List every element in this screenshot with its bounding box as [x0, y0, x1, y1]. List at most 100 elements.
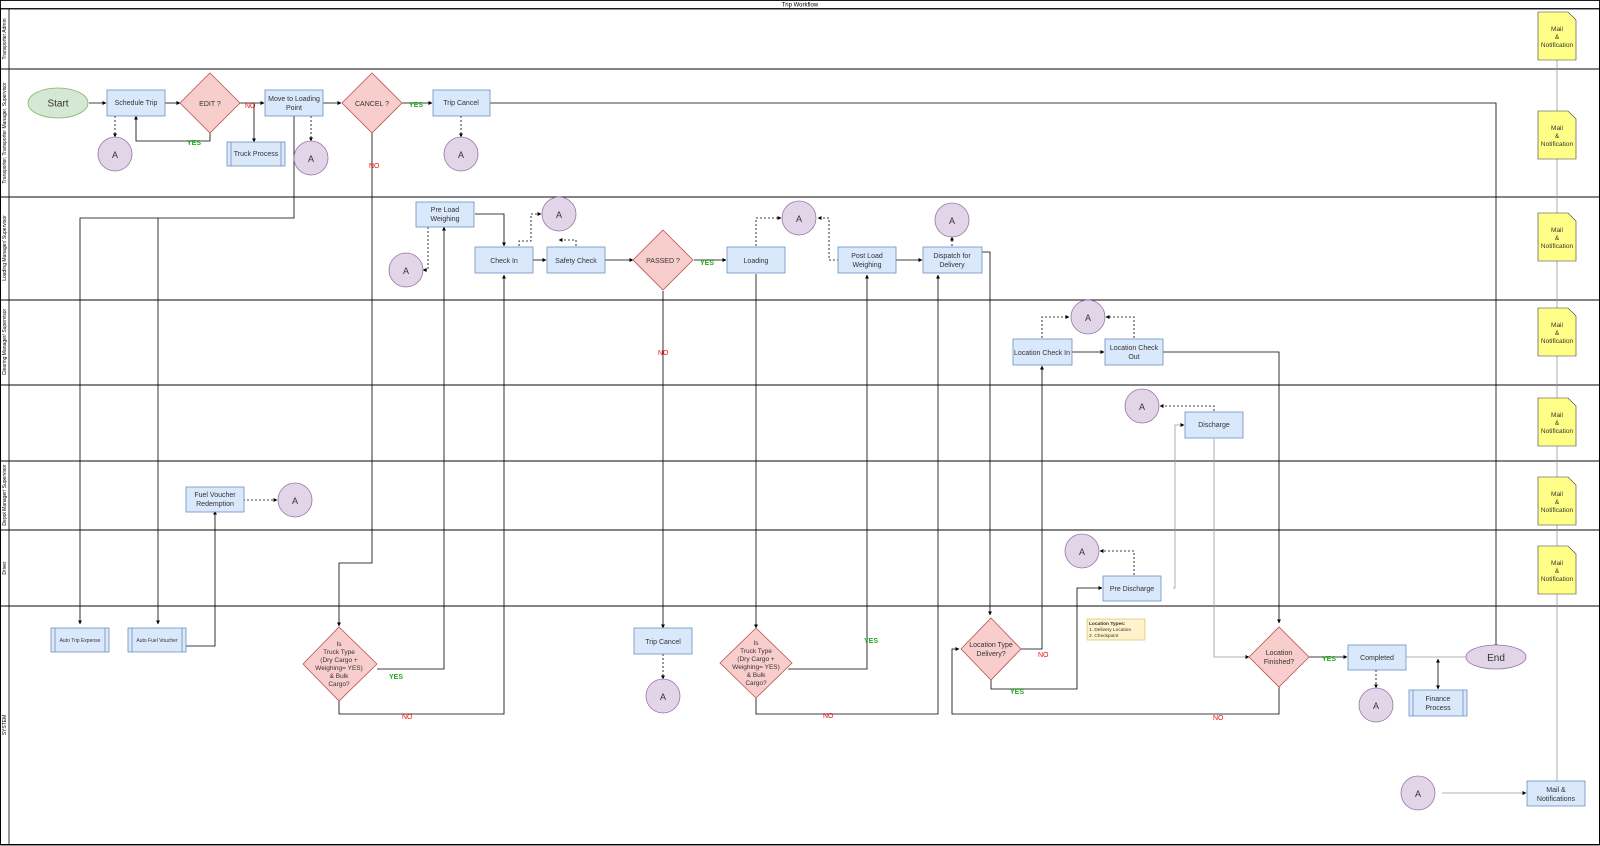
end-label: End: [1487, 653, 1505, 664]
connector-a[interactable]: A: [97, 136, 133, 172]
safety-check-label: Safety Check: [555, 258, 597, 265]
discharge-node[interactable]: Discharge: [1184, 411, 1244, 439]
connector-label: A: [292, 496, 298, 506]
edge-label-no: NO: [369, 163, 380, 170]
trip-cancel-label: Trip Cancel: [443, 100, 479, 107]
mail-note-l2: &: [1555, 568, 1560, 575]
pre-load-line1: Pre Load: [431, 207, 460, 214]
mail-notification-note[interactable]: Mail & Notification: [1537, 11, 1577, 61]
edge-label-no: NO: [1213, 715, 1224, 722]
connector-label: A: [308, 154, 314, 164]
connector-a[interactable]: A: [1124, 388, 1160, 424]
mail-note-l3: Notification: [1541, 243, 1574, 250]
connector-a[interactable]: A: [934, 202, 970, 238]
connector-a[interactable]: A: [388, 252, 424, 288]
loading-node[interactable]: Loading: [726, 246, 786, 274]
mail-note-l2: &: [1555, 499, 1560, 506]
lane-label: Transporter, Transporter Manager, Superv…: [2, 82, 8, 184]
pre-load-line2: Weighing: [430, 216, 459, 223]
move-to-loading-point-node[interactable]: Move to Loading Point: [264, 89, 324, 117]
end-node[interactable]: End: [1465, 644, 1527, 670]
mail-note-l2: &: [1555, 235, 1560, 242]
mail-notifications-line1: Mail &: [1546, 787, 1566, 794]
location-check-out-line1: Location Check: [1110, 345, 1159, 352]
location-check-out-node[interactable]: Location Check Out: [1104, 338, 1164, 366]
edge-label-yes: YES: [409, 102, 423, 109]
fuel-voucher-redemption-node[interactable]: Fuel Voucher Redemption: [185, 486, 245, 513]
mail-notification-note[interactable]: Mail & Notification: [1537, 476, 1577, 526]
connector-a[interactable]: A: [1358, 687, 1394, 723]
edge-label-no: NO: [658, 350, 669, 357]
lane-label: Depot Manager/ Supervisor: [2, 464, 8, 525]
truck-type-decision-1[interactable]: Is Truck Type (Dry Cargo + Weighing= YES…: [302, 626, 378, 702]
truck-type-1-line5: & Bulk: [330, 673, 350, 680]
passed-decision[interactable]: PASSED ?: [632, 229, 694, 291]
post-load-weighing-node[interactable]: Post Load Weighing: [837, 246, 897, 274]
trip-cancel-system-node[interactable]: Trip Cancel: [633, 627, 693, 655]
mail-note-l3: Notification: [1541, 507, 1574, 514]
location-check-in-node[interactable]: Location Check In: [1012, 338, 1073, 366]
mail-notifications-node[interactable]: Mail & Notifications: [1526, 780, 1586, 807]
connector-a[interactable]: A: [781, 200, 817, 236]
completed-label: Completed: [1360, 655, 1394, 662]
trip-cancel-node[interactable]: Trip Cancel: [432, 89, 491, 117]
lane-transporter: [0, 68, 1600, 198]
truck-type-1-line3: (Dry Cargo +: [320, 657, 358, 664]
location-check-in-label: Location Check In: [1014, 350, 1070, 357]
connector-label: A: [112, 150, 118, 160]
edge-label-yes: YES: [389, 674, 403, 681]
connector-a[interactable]: A: [1400, 775, 1436, 811]
auto-trip-expense-node[interactable]: Auto Trip Expense: [50, 627, 110, 653]
edge-labels: YES NO YES NO YES NO YES NO YES NO NO YE…: [187, 102, 1336, 722]
lane-system: [0, 605, 1600, 846]
connector-label: A: [1079, 547, 1085, 557]
connectors: A A A A A A A A A A A A A A: [97, 136, 1436, 811]
truck-type-decision-2[interactable]: Is Truck Type (Dry Cargo + Weighing= YES…: [719, 627, 793, 699]
connector-a[interactable]: A: [1070, 299, 1106, 335]
auto-trip-expense-label: Auto Trip Expense: [60, 638, 101, 644]
mail-notification-note[interactable]: Mail & Notification: [1537, 110, 1577, 160]
location-finished-decision[interactable]: Location Finished?: [1248, 626, 1310, 688]
connector-a[interactable]: A: [1064, 533, 1100, 569]
mail-notification-note[interactable]: Mail & Notification: [1537, 545, 1577, 595]
connector-label: A: [556, 210, 562, 220]
mail-note-l1: Mail: [1551, 412, 1563, 419]
truck-type-1-line1: Is: [336, 641, 342, 648]
loading-label: Loading: [744, 258, 769, 265]
location-type-line2: Delivery?: [976, 651, 1005, 658]
edit-decision[interactable]: EDIT ?: [179, 72, 241, 134]
connector-a[interactable]: A: [645, 678, 681, 714]
safety-check-node[interactable]: Safety Check: [546, 246, 606, 274]
auto-fuel-voucher-node[interactable]: Auto Fuel Voucher: [127, 627, 187, 653]
truck-process-node[interactable]: Truck Process: [226, 141, 286, 167]
start-node[interactable]: Start: [27, 87, 89, 119]
location-type-decision[interactable]: Location Type Delivery?: [960, 617, 1022, 681]
truck-type-1-line2: Truck Type: [323, 649, 355, 656]
connector-label: A: [1085, 313, 1091, 323]
pre-discharge-label: Pre Discharge: [1110, 586, 1154, 593]
mail-note-l2: &: [1555, 133, 1560, 140]
lane-clearing: [0, 299, 1600, 386]
mail-note-l3: Notification: [1541, 42, 1574, 49]
schedule-trip-label: Schedule Trip: [115, 100, 158, 107]
post-load-line2: Weighing: [852, 262, 881, 269]
pre-load-weighing-node[interactable]: Pre Load Weighing: [415, 201, 475, 228]
location-types-note-line3: 2. Checkpoint: [1089, 633, 1119, 639]
connector-a[interactable]: A: [541, 196, 577, 232]
mail-notification-note[interactable]: Mail & Notification: [1537, 212, 1577, 262]
mail-notification-note[interactable]: Mail & Notification: [1537, 307, 1577, 357]
connector-a[interactable]: A: [293, 140, 329, 176]
check-in-node[interactable]: Check In: [474, 246, 534, 274]
finance-process-node[interactable]: Finance Process: [1408, 689, 1468, 717]
location-finished-line1: Location: [1266, 650, 1293, 657]
connector-a[interactable]: A: [277, 482, 313, 518]
schedule-trip-node[interactable]: Schedule Trip: [106, 89, 166, 117]
pre-discharge-node[interactable]: Pre Discharge: [1102, 575, 1162, 602]
mail-notification-note[interactable]: Mail & Notification: [1537, 397, 1577, 447]
connector-a[interactable]: A: [443, 136, 479, 172]
mail-note-l2: &: [1555, 34, 1560, 41]
lane-label: Driver: [2, 561, 8, 575]
dispatch-for-delivery-node[interactable]: Dispatch for Delivery: [922, 246, 983, 274]
completed-node[interactable]: Completed: [1347, 644, 1407, 671]
cancel-decision[interactable]: CANCEL ?: [341, 72, 403, 134]
